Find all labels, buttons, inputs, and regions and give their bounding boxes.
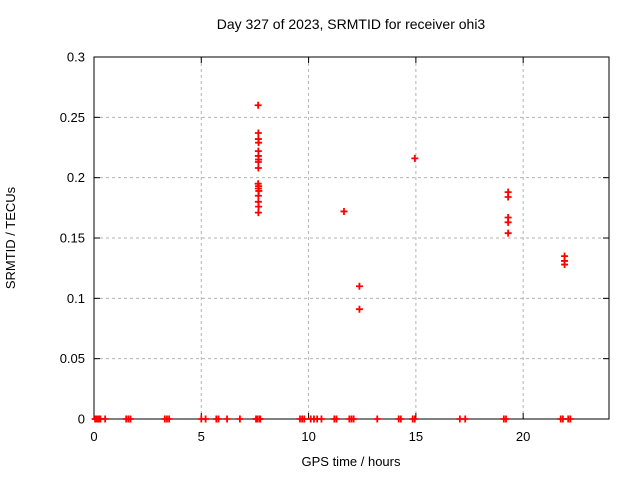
data-point-marker [502, 415, 510, 423]
data-point-marker [254, 209, 262, 217]
data-point-marker [254, 129, 262, 137]
data-point-marker [504, 218, 512, 226]
data-point-marker [202, 415, 210, 423]
x-tick-label: 15 [409, 429, 423, 444]
y-tick-label: 0 [78, 412, 85, 427]
data-point-marker [236, 415, 244, 423]
data-point-marker [461, 415, 469, 423]
data-point-marker [504, 229, 512, 237]
data-point-marker [411, 415, 419, 423]
data-point-marker [332, 415, 340, 423]
data-point-marker [254, 101, 262, 109]
x-axis-label: GPS time / hours [302, 454, 401, 469]
plot-frame [93, 56, 610, 420]
data-point-marker [165, 415, 173, 423]
data-point-marker [126, 415, 134, 423]
x-tick-label: 10 [301, 429, 315, 444]
data-point-marker [504, 193, 512, 201]
data-point-marker [411, 154, 419, 162]
data-point-marker [255, 203, 263, 211]
data-point-marker [355, 282, 363, 290]
data-point-marker [317, 415, 325, 423]
y-axis-label: SRMTID / TECUs [3, 186, 18, 289]
data-point-marker [300, 415, 308, 423]
data-point-marker [340, 207, 348, 215]
data-point-marker [350, 415, 358, 423]
y-tick-label: 0.05 [60, 351, 85, 366]
x-tick-label: 5 [198, 429, 205, 444]
data-point-marker [256, 415, 264, 423]
data-point-marker [254, 164, 262, 172]
y-tick-label: 0.2 [67, 170, 85, 185]
data-point-marker [566, 415, 574, 423]
data-point-marker [214, 415, 222, 423]
chart-title: Day 327 of 2023, SRMTID for receiver ohi… [217, 16, 486, 32]
y-tick-label: 0.15 [60, 231, 85, 246]
data-points [91, 101, 574, 423]
data-point-marker [255, 139, 263, 147]
data-point-marker [254, 192, 262, 200]
axis-ticks: 0 5 10 15 20 0 0.05 0.1 0.15 0.2 0.25 0.3 [60, 50, 609, 444]
y-tick-label: 0.25 [60, 110, 85, 125]
x-tick-label: 0 [90, 429, 97, 444]
data-point-marker [561, 261, 569, 269]
y-tick-label: 0.1 [67, 291, 85, 306]
data-point-marker [373, 415, 381, 423]
y-tick-label: 0.3 [67, 50, 85, 65]
plot-border [93, 56, 610, 420]
x-tick-label: 20 [516, 429, 530, 444]
data-point-marker [397, 415, 405, 423]
data-point-marker [254, 158, 262, 166]
data-point-marker [223, 415, 231, 423]
data-point-marker [101, 415, 109, 423]
data-point-marker [355, 305, 363, 313]
grid-lines [94, 57, 609, 419]
